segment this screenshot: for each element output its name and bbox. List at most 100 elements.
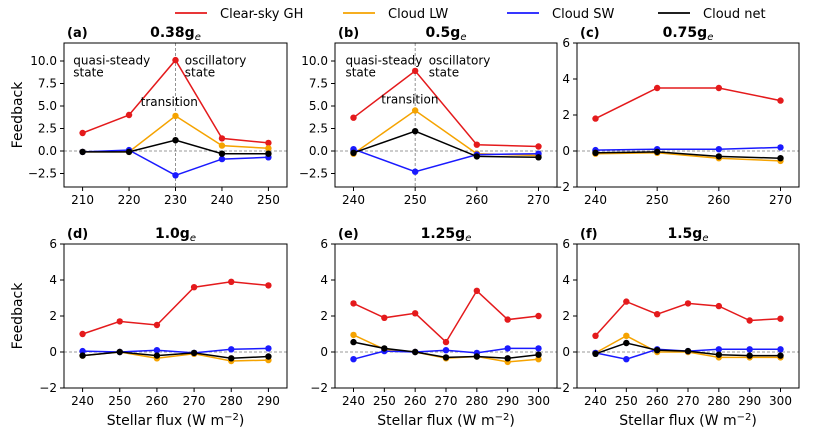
- data-point-clear-sky-gh: [715, 302, 723, 310]
- x-tick-label: 270: [769, 193, 792, 207]
- y-tick-label: 10.0: [301, 54, 328, 68]
- data-point-clear-sky-gh: [592, 332, 599, 339]
- panel-b: 240 250 260 270 −2.5 0.0 2.5 5.0 7.5 10.0 (b) 0.5ge…: [299, 25, 558, 207]
- y-tick-label: 0.0: [309, 144, 328, 158]
- x-axis-label-exp: −2: [737, 412, 752, 423]
- data-point-clear-sky-gh: [153, 321, 161, 329]
- data-point-cloud-lw: [411, 107, 419, 114]
- x-tick-label: 210: [71, 193, 94, 207]
- panel-a: 210 220 230 240 250 −2.5 0.0 2.5 5.0 7.5 10.0 (a) 0.…: [10, 25, 288, 207]
- y-tick-label: 6: [49, 237, 57, 251]
- x-tick-label: 240: [342, 193, 365, 207]
- data-point-clear-sky-gh: [125, 111, 133, 119]
- data-point-clear-sky-gh: [623, 298, 630, 305]
- x-axis-label-exp: −2: [224, 412, 239, 423]
- y-tick-label: 2.5: [38, 122, 57, 136]
- data-point-clear-sky-gh: [653, 84, 661, 92]
- legend-label: Cloud net: [703, 7, 766, 22]
- data-point-cloud-net: [218, 150, 226, 157]
- data-point-clear-sky-gh: [411, 67, 419, 75]
- series-line-cloud-sw: [595, 146, 781, 151]
- panel-title-sub: e: [190, 233, 196, 244]
- data-point-cloud-net: [746, 352, 753, 359]
- annotation: transition: [141, 95, 198, 109]
- data-point-cloud-net: [592, 149, 599, 156]
- panel-title: 1.25ge: [421, 226, 472, 244]
- series-line-clear-sky-gh: [595, 87, 781, 120]
- panel-c: 240 250 260 270 −2 0 2 4 6 (c) 0.75ge: [552, 25, 800, 207]
- x-tick-label: 220: [118, 193, 141, 207]
- series-line-cloud-lw: [353, 109, 539, 157]
- panel-f: 240 250 260 270 280 290 300 −2 0 2 4 6 (f) 1.5ge Stell…: [552, 226, 800, 430]
- data-point-cloud-sw: [504, 345, 511, 352]
- x-tick-label: 280: [707, 394, 730, 408]
- panel-title-sub: e: [702, 233, 708, 244]
- y-tick-label: 2.5: [309, 122, 328, 136]
- y-tick-label: 6: [320, 237, 328, 251]
- panel-label: (c): [580, 26, 600, 41]
- data-point-clear-sky-gh: [79, 330, 86, 338]
- panel-title: 0.38ge: [150, 25, 201, 43]
- x-tick-label: 250: [108, 394, 131, 408]
- x-axis-label: Stellar flux (W m−2): [619, 412, 757, 430]
- data-point-cloud-net: [411, 348, 419, 356]
- series-line-cloud-net: [595, 151, 781, 159]
- data-point-cloud-net: [153, 352, 161, 359]
- data-point-cloud-net: [350, 149, 357, 156]
- annotation: state: [73, 65, 103, 79]
- data-point-cloud-net: [442, 354, 450, 361]
- data-point-cloud-sw: [746, 346, 753, 353]
- data-point-cloud-net: [653, 347, 661, 354]
- y-tick-label: 7.5: [309, 77, 328, 91]
- data-point-cloud-lw: [218, 142, 226, 149]
- series-line-cloud-net: [353, 130, 539, 159]
- data-point-clear-sky-gh: [535, 143, 542, 150]
- data-point-clear-sky-gh: [79, 129, 86, 137]
- data-point-cloud-net: [125, 148, 133, 156]
- data-point-cloud-net: [411, 128, 419, 135]
- x-tick-label: 290: [257, 394, 280, 408]
- data-point-cloud-net: [116, 348, 123, 356]
- y-tick-label: 2: [320, 309, 328, 323]
- data-point-cloud-sw: [350, 356, 357, 363]
- x-axis-label-close: ): [751, 413, 756, 429]
- panel-title: 1.0ge: [155, 226, 196, 244]
- x-tick-label: 250: [615, 394, 638, 408]
- data-point-cloud-net: [715, 351, 723, 358]
- panel-title-main: 0.75g: [663, 25, 708, 41]
- data-point-cloud-sw: [228, 346, 235, 353]
- y-tick-label: 2: [562, 309, 570, 323]
- panel-d: 240 250 260 270 280 290 −2 0 2 4 6 (d) 1.0ge Stellar …: [10, 226, 288, 429]
- data-point-clear-sky-gh: [442, 338, 450, 346]
- data-point-cloud-net: [777, 352, 784, 359]
- panel-label: (d): [67, 227, 88, 242]
- data-point-cloud-net: [172, 137, 179, 144]
- series-line-clear-sky-gh: [353, 69, 539, 148]
- y-tick-label: 4: [562, 273, 570, 287]
- panel-title-main: 1.25g: [421, 226, 466, 242]
- x-tick-label: 240: [211, 193, 234, 207]
- x-tick-label: 250: [257, 193, 280, 207]
- data-point-cloud-net: [504, 355, 511, 362]
- x-tick-label: 230: [164, 193, 187, 207]
- data-point-cloud-sw: [715, 146, 723, 153]
- panel-title-main: 0.5g: [426, 25, 461, 41]
- x-axis-label-text: Stellar flux (W m: [377, 413, 494, 429]
- series-line-clear-sky-gh: [82, 281, 269, 335]
- panel-label: (e): [338, 227, 359, 242]
- series-line-clear-sky-gh: [353, 289, 539, 344]
- panel-title: 1.5ge: [668, 226, 709, 244]
- data-point-clear-sky-gh: [653, 311, 661, 318]
- x-tick-label: 260: [646, 394, 669, 408]
- data-point-clear-sky-gh: [592, 115, 599, 122]
- x-tick-label: 280: [465, 394, 488, 408]
- data-point-clear-sky-gh: [381, 314, 388, 321]
- y-tick-label: 0: [320, 345, 328, 359]
- data-point-cloud-lw: [265, 145, 272, 152]
- y-tick-label: −2: [552, 180, 570, 194]
- y-tick-label: 0.0: [38, 144, 57, 158]
- annotation: oscillatory: [429, 54, 491, 68]
- x-tick-label: 270: [527, 193, 550, 207]
- data-point-cloud-sw: [442, 347, 450, 354]
- series-line-cloud-lw: [595, 152, 781, 162]
